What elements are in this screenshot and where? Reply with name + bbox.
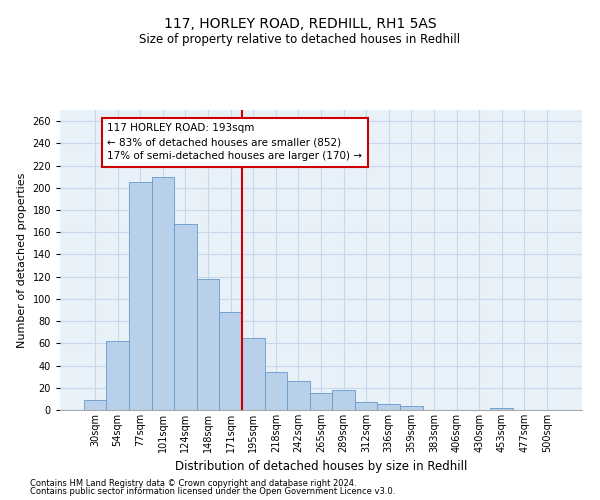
Bar <box>400 406 422 410</box>
Bar <box>197 279 220 410</box>
Bar <box>152 176 174 410</box>
Text: Contains HM Land Registry data © Crown copyright and database right 2024.: Contains HM Land Registry data © Crown c… <box>30 478 356 488</box>
Bar <box>377 404 400 410</box>
Bar <box>332 390 355 410</box>
Bar <box>220 312 242 410</box>
Bar <box>174 224 197 410</box>
Y-axis label: Number of detached properties: Number of detached properties <box>17 172 27 348</box>
Text: 117, HORLEY ROAD, REDHILL, RH1 5AS: 117, HORLEY ROAD, REDHILL, RH1 5AS <box>164 18 436 32</box>
Bar <box>287 381 310 410</box>
Bar <box>242 338 265 410</box>
Text: 117 HORLEY ROAD: 193sqm
← 83% of detached houses are smaller (852)
17% of semi-d: 117 HORLEY ROAD: 193sqm ← 83% of detache… <box>107 124 362 162</box>
Bar <box>129 182 152 410</box>
Bar <box>310 394 332 410</box>
Bar <box>106 341 129 410</box>
Bar <box>265 372 287 410</box>
X-axis label: Distribution of detached houses by size in Redhill: Distribution of detached houses by size … <box>175 460 467 473</box>
Bar <box>355 402 377 410</box>
Text: Contains public sector information licensed under the Open Government Licence v3: Contains public sector information licen… <box>30 487 395 496</box>
Text: Size of property relative to detached houses in Redhill: Size of property relative to detached ho… <box>139 32 461 46</box>
Bar <box>490 408 513 410</box>
Bar <box>84 400 106 410</box>
